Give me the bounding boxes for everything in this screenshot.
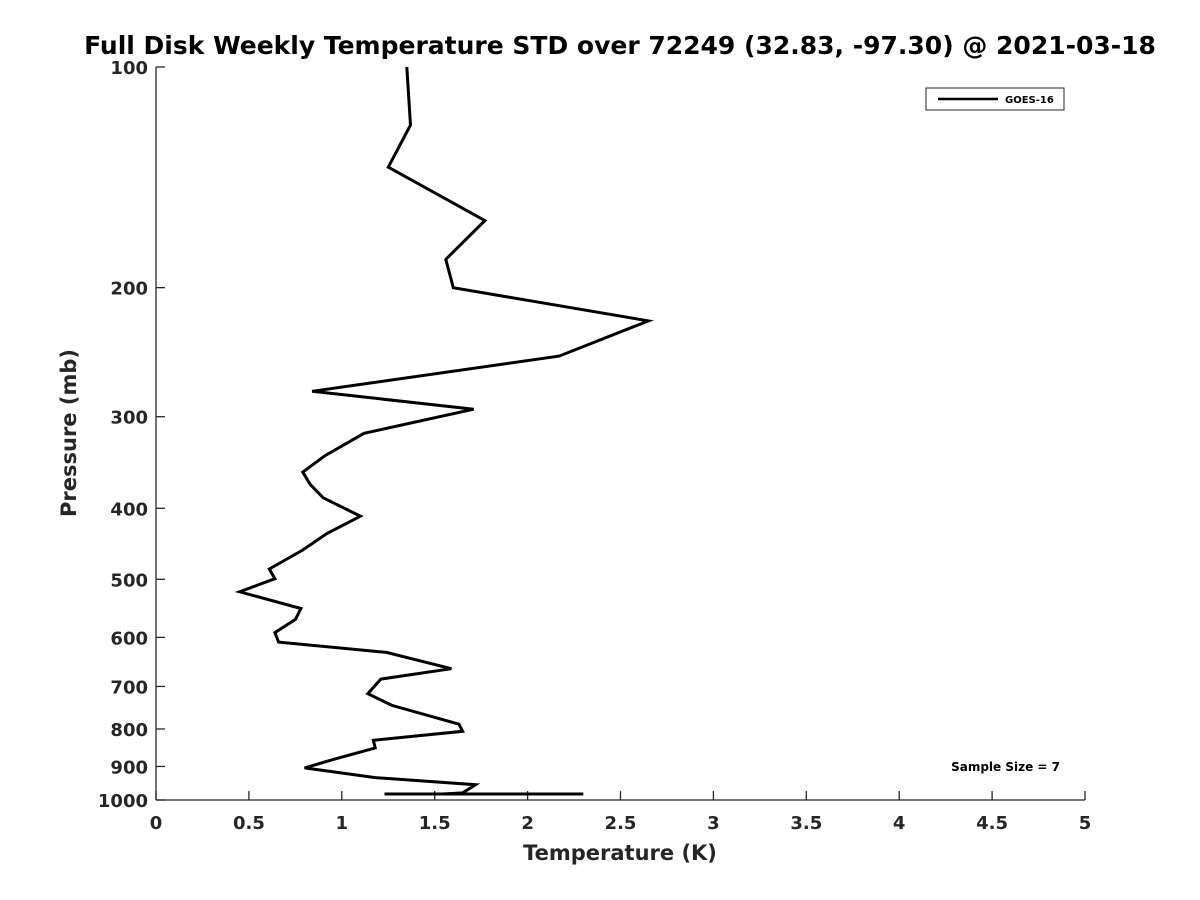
series-layer: [234, 66, 654, 796]
y-tick-label: 400: [110, 499, 148, 520]
y-ticks: 100 200 300 400 500 600 700 800 900 1000: [98, 58, 165, 812]
x-tick-label: 1.5: [419, 813, 451, 834]
x-ticks: 0 0.5 1 1.5 2 2.5 3 3.5 4 4.5 5: [150, 791, 1092, 834]
x-tick-label: 5: [1079, 813, 1092, 834]
legend: GOES-16: [925, 87, 1065, 111]
y-tick-label: 800: [110, 720, 148, 741]
y-tick-label: 900: [110, 757, 148, 778]
y-axis-label: Pressure (mb): [57, 349, 81, 517]
x-axis-label: Temperature (K): [523, 841, 717, 865]
y-tick-label: 700: [110, 677, 148, 698]
y-tick-label: 300: [110, 408, 148, 429]
x-tick-label: 0: [150, 813, 163, 834]
y-tick-label: 100: [110, 58, 148, 79]
series-line-goes-16: [234, 66, 654, 796]
legend-label: GOES-16: [1005, 95, 1054, 106]
sample-size-annotation: Sample Size = 7: [951, 760, 1060, 774]
y-tick-label: 200: [110, 279, 148, 300]
x-tick-label: 4.5: [976, 813, 1008, 834]
chart-title: Full Disk Weekly Temperature STD over 72…: [84, 31, 1156, 60]
y-tick-label: 1000: [98, 791, 148, 812]
y-tick-label: 600: [110, 628, 148, 649]
x-tick-label: 3: [707, 813, 720, 834]
x-tick-label: 3.5: [790, 813, 822, 834]
x-tick-label: 2.5: [605, 813, 637, 834]
y-tick-label: 500: [110, 570, 148, 591]
x-tick-label: 1: [336, 813, 349, 834]
x-tick-label: 0.5: [233, 813, 265, 834]
x-tick-label: 2: [521, 813, 534, 834]
x-tick-label: 4: [893, 813, 906, 834]
